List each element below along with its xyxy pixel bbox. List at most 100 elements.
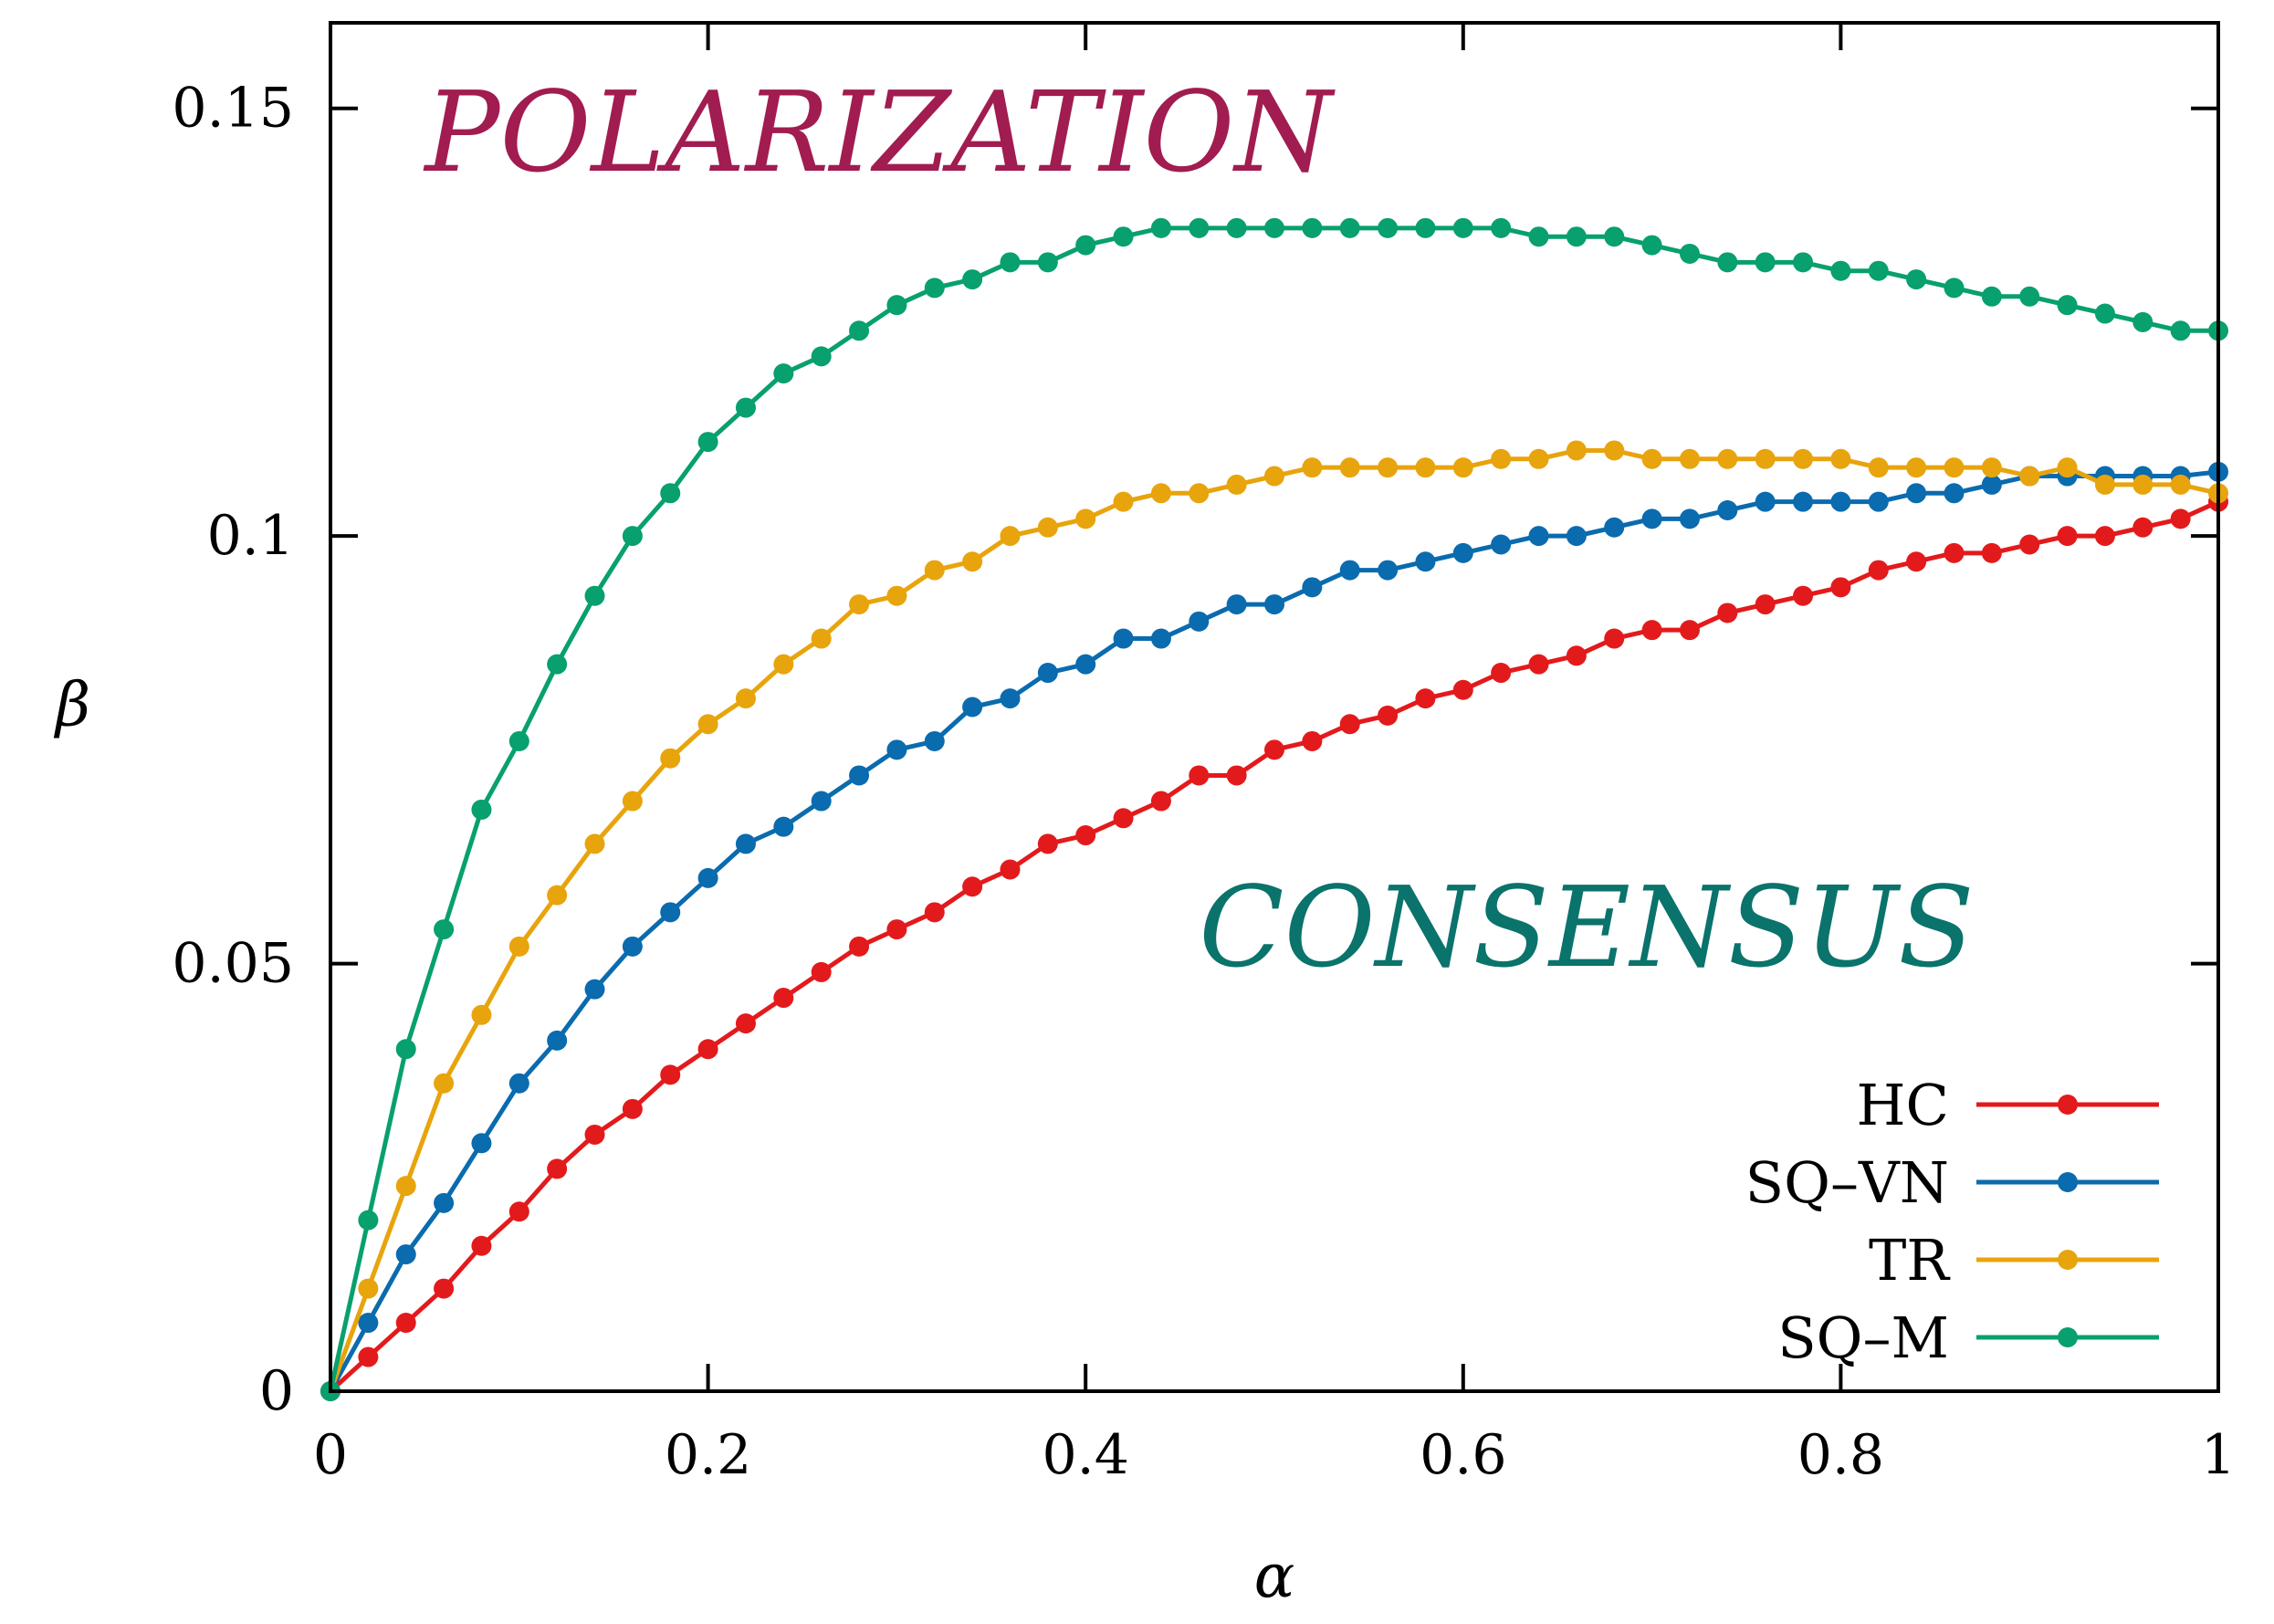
data-point (1150, 628, 1171, 649)
data-point (1075, 654, 1096, 675)
data-point (1075, 235, 1096, 256)
data-point (1415, 551, 1436, 572)
data-point (1528, 654, 1549, 675)
data-point (1150, 483, 1171, 504)
data-point (1641, 508, 1662, 529)
data-point (1755, 252, 1776, 273)
data-point (1604, 226, 1625, 247)
data-point (1981, 474, 2002, 495)
data-point (1944, 457, 1965, 478)
legend-marker (2058, 1172, 2078, 1192)
data-point (1415, 688, 1436, 709)
data-point (1378, 457, 1399, 478)
x-tick-label: 0.4 (1042, 1423, 1128, 1487)
data-point (811, 628, 832, 649)
data-point (1528, 448, 1549, 469)
data-point (1641, 448, 1662, 469)
data-point (547, 1158, 568, 1179)
data-point (471, 1235, 492, 1256)
data-point (622, 936, 643, 957)
data-point (1944, 542, 1965, 563)
data-point (1491, 217, 1512, 238)
data-point (2170, 320, 2191, 341)
data-point (849, 320, 870, 341)
data-point (886, 585, 907, 606)
data-point (1604, 517, 1625, 538)
data-point (1679, 620, 1700, 641)
data-point (962, 551, 983, 572)
data-point (1944, 278, 1965, 299)
data-point (584, 1124, 605, 1145)
data-point (2019, 534, 2040, 555)
data-point (1452, 679, 1473, 700)
data-point (2133, 517, 2153, 538)
legend: HC SQ–VN TR SQ–M (1745, 1072, 2159, 1371)
data-point (1491, 534, 1512, 555)
data-point (1491, 448, 1512, 469)
data-point (508, 1073, 529, 1094)
data-point (1378, 217, 1399, 238)
data-point (697, 867, 718, 888)
x-tick-labels: 0 0.2 0.4 0.6 0.8 1 (313, 1423, 2236, 1487)
legend-label: SQ–M (1777, 1304, 1949, 1371)
data-point (622, 526, 643, 547)
data-point (508, 936, 529, 957)
data-point (1000, 688, 1021, 709)
data-point (1717, 602, 1738, 623)
data-point (1981, 457, 2002, 478)
data-point (924, 278, 945, 299)
data-point (886, 739, 907, 760)
data-point (1037, 252, 1058, 273)
data-point (1075, 508, 1096, 529)
data-point (1037, 833, 1058, 854)
data-point (1944, 483, 1965, 504)
data-point (1679, 508, 1700, 529)
data-point (735, 1013, 756, 1034)
data-point (1641, 235, 1662, 256)
data-point (2057, 457, 2078, 478)
data-point (2133, 474, 2153, 495)
data-point (1075, 825, 1096, 846)
data-point (1566, 526, 1587, 547)
data-point (1641, 620, 1662, 641)
data-point (1830, 577, 1851, 598)
data-point (924, 902, 945, 923)
plot-frame (329, 21, 2220, 1393)
series-tr (320, 440, 2228, 1401)
data-point (773, 363, 794, 384)
data-point (508, 730, 529, 751)
data-point (660, 483, 681, 504)
data-point (773, 654, 794, 675)
data-point (886, 919, 907, 940)
data-point (1793, 585, 1814, 606)
legend-marker (2058, 1095, 2078, 1115)
data-point (508, 1201, 529, 1222)
data-point (962, 697, 983, 718)
consensus-region-label: CONSENSUS (1199, 863, 1974, 992)
data-point (1189, 611, 1210, 632)
data-point (2133, 311, 2153, 332)
data-point (1830, 491, 1851, 512)
data-point (395, 1244, 416, 1265)
data-point (1302, 730, 1323, 751)
data-point (1906, 269, 1927, 290)
data-point (1000, 252, 1021, 273)
data-point (1415, 217, 1436, 238)
data-point (1264, 466, 1284, 487)
data-point (547, 1030, 568, 1051)
data-point (2170, 474, 2191, 495)
data-point (1302, 457, 1323, 478)
data-point (2170, 508, 2191, 529)
data-point (2019, 466, 2040, 487)
data-point (2094, 303, 2115, 324)
data-point (1906, 457, 1927, 478)
data-point (471, 1133, 492, 1154)
data-point (434, 1192, 455, 1213)
data-point (849, 594, 870, 615)
data-point (1868, 457, 1889, 478)
data-point (924, 730, 945, 751)
data-point (1491, 663, 1512, 684)
y-tick-label: 0.15 (172, 77, 294, 141)
y-tick-label: 0.1 (207, 504, 294, 568)
data-point (2057, 526, 2078, 547)
